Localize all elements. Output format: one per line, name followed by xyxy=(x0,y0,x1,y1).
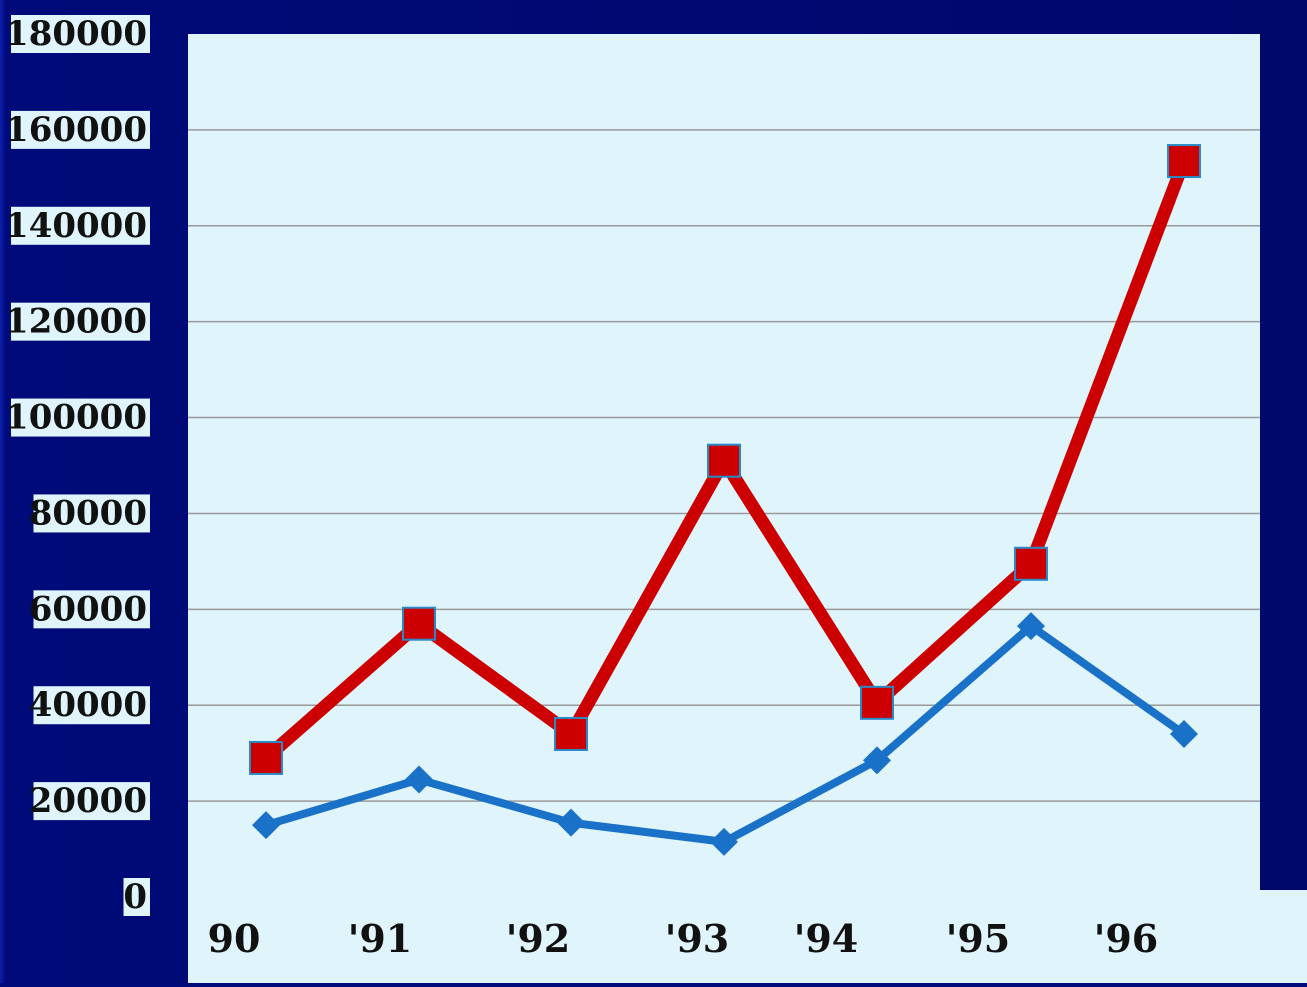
y-tick-label-box xyxy=(11,302,150,341)
x-tick-label: '95 xyxy=(946,916,1011,961)
x-tick-label: '94 xyxy=(794,916,859,961)
y-tick-label-box xyxy=(11,206,150,245)
x-label-strip xyxy=(188,890,1307,983)
y-tick-label: 180000 xyxy=(5,14,147,54)
x-axis-ticks: 90 '91 '92 '93 '94 '95 '96 xyxy=(208,916,1159,961)
y-axis-ticks: 0 20000 40000 60000 80000 100000 120000 140000 1… xyxy=(5,14,150,917)
data-point-diamond xyxy=(863,746,891,775)
data-point-square xyxy=(1167,144,1201,179)
data-point-square xyxy=(402,606,436,641)
x-tick-label: '92 xyxy=(506,916,571,961)
x-tick-label: 90 xyxy=(208,916,261,961)
y-tick-label-box xyxy=(33,686,150,725)
y-tick-label-box xyxy=(11,398,150,437)
y-tick-label-box xyxy=(33,782,150,821)
y-tick-label-box xyxy=(123,878,150,916)
x-tick-label: '96 xyxy=(1094,916,1159,961)
y-tick-label-box xyxy=(33,494,150,533)
y-tick-label-box xyxy=(33,590,150,629)
x-tick-label: '91 xyxy=(348,916,413,961)
data-point-diamond xyxy=(557,808,585,837)
y-tick-label: 60000 xyxy=(29,589,147,629)
y-tick-label: 0 xyxy=(123,877,147,917)
y-tick-label-box xyxy=(11,110,150,149)
y-tick-label-box xyxy=(11,15,150,53)
data-point-square xyxy=(707,443,741,478)
y-tick-label: 40000 xyxy=(29,685,147,725)
data-point-diamond xyxy=(1017,612,1045,641)
data-point-square xyxy=(249,740,283,775)
data-point-diamond xyxy=(252,811,280,840)
data-point-diamond xyxy=(405,765,433,794)
y-tick-label: 80000 xyxy=(29,493,147,533)
y-tick-label: 160000 xyxy=(5,110,147,150)
gridlines xyxy=(188,129,1260,802)
y-tick-label: 120000 xyxy=(5,302,147,342)
data-point-square xyxy=(554,716,588,751)
y-tick-label: 20000 xyxy=(29,781,147,821)
data-point-diamond xyxy=(710,827,738,856)
data-point-square xyxy=(1014,546,1048,581)
y-tick-label: 140000 xyxy=(5,206,147,246)
data-point-diamond xyxy=(1170,719,1198,748)
data-point-square xyxy=(860,685,894,720)
y-tick-label: 100000 xyxy=(5,398,147,438)
x-tick-label: '93 xyxy=(665,916,730,961)
series-group xyxy=(249,144,1201,856)
